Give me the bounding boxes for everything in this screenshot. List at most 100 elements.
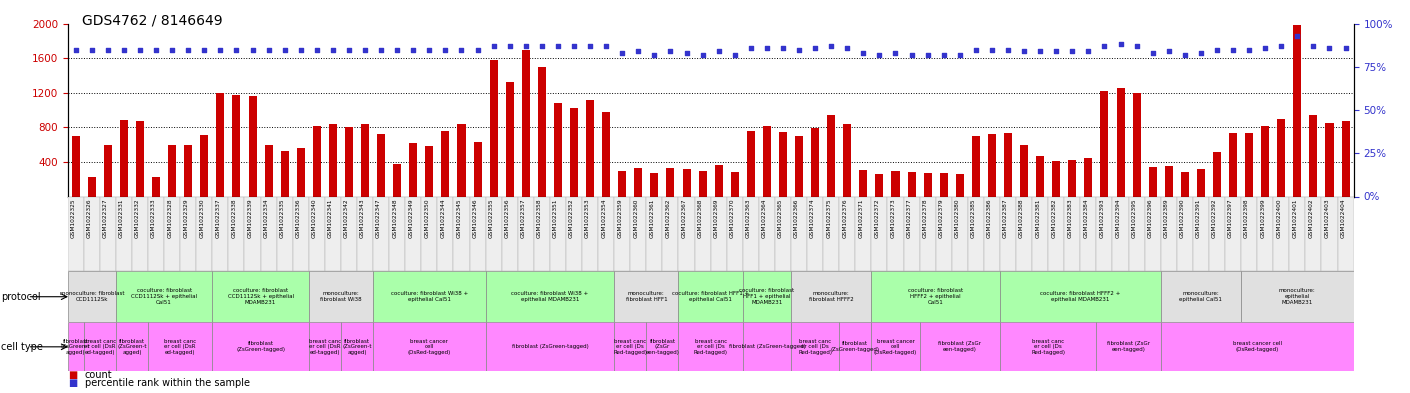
Bar bbox=[68, 196, 83, 271]
Point bbox=[434, 46, 457, 53]
Point bbox=[467, 46, 489, 53]
Text: coculture: fibroblast Wi38 +
epithelial Cal51: coculture: fibroblast Wi38 + epithelial … bbox=[391, 291, 468, 302]
Point bbox=[289, 46, 312, 53]
Bar bbox=[828, 115, 835, 196]
Point bbox=[595, 43, 618, 49]
Point bbox=[547, 43, 570, 49]
Bar bbox=[634, 168, 643, 196]
Bar bbox=[116, 322, 148, 371]
Bar bbox=[839, 322, 871, 371]
Text: GSM1022398: GSM1022398 bbox=[1244, 199, 1249, 239]
Text: GSM1022333: GSM1022333 bbox=[151, 199, 157, 239]
Point bbox=[980, 46, 1003, 53]
Text: monoculture:
fibroblast HFF1: monoculture: fibroblast HFF1 bbox=[626, 291, 667, 302]
Bar bbox=[135, 121, 144, 196]
Point bbox=[369, 46, 392, 53]
Bar bbox=[313, 127, 321, 196]
Bar bbox=[1306, 196, 1321, 271]
Point bbox=[1029, 48, 1052, 54]
Text: GSM1022337: GSM1022337 bbox=[216, 199, 220, 239]
Bar bbox=[876, 174, 884, 196]
Text: breast cancer
cell
(DsRed-tagged): breast cancer cell (DsRed-tagged) bbox=[407, 338, 451, 355]
Bar bbox=[213, 322, 309, 371]
Point bbox=[354, 46, 376, 53]
Bar bbox=[939, 173, 948, 196]
Bar bbox=[1241, 271, 1354, 322]
Bar bbox=[811, 128, 819, 196]
Text: coculture: fibroblast
HFFF2 + epithelial
Cal51: coculture: fibroblast HFFF2 + epithelial… bbox=[908, 288, 963, 305]
Bar bbox=[650, 173, 658, 196]
Point bbox=[1221, 46, 1245, 53]
Bar bbox=[248, 96, 257, 196]
Bar bbox=[213, 271, 309, 322]
Bar bbox=[1160, 196, 1177, 271]
Text: GSM1022380: GSM1022380 bbox=[955, 199, 960, 239]
Point bbox=[675, 50, 698, 56]
Text: GSM1022381: GSM1022381 bbox=[1035, 199, 1041, 238]
Text: GSM1022372: GSM1022372 bbox=[874, 199, 880, 239]
Bar bbox=[133, 196, 148, 271]
Point bbox=[1060, 48, 1083, 54]
Text: monoculture:
fibroblast HFFF2: monoculture: fibroblast HFFF2 bbox=[809, 291, 853, 302]
Bar bbox=[871, 196, 887, 271]
Text: cell type: cell type bbox=[1, 342, 44, 352]
Point bbox=[900, 51, 922, 58]
Text: GSM1022350: GSM1022350 bbox=[424, 199, 429, 239]
Bar bbox=[152, 176, 161, 196]
Bar bbox=[615, 322, 646, 371]
Bar bbox=[1208, 196, 1225, 271]
Point bbox=[1206, 46, 1228, 53]
Bar bbox=[405, 196, 422, 271]
Bar bbox=[646, 196, 663, 271]
Point bbox=[627, 48, 650, 54]
Bar bbox=[422, 196, 437, 271]
Text: coculture: fibroblast HFF1 +
epithelial Cal51: coculture: fibroblast HFF1 + epithelial … bbox=[673, 291, 749, 302]
Point bbox=[450, 46, 472, 53]
Text: fibroblast
(ZsGreen-t
agged): fibroblast (ZsGreen-t agged) bbox=[343, 338, 372, 355]
Bar bbox=[1325, 123, 1334, 196]
Point bbox=[949, 51, 971, 58]
Point bbox=[658, 48, 682, 54]
Bar bbox=[296, 148, 305, 196]
Text: GSM1022358: GSM1022358 bbox=[537, 199, 541, 239]
Bar bbox=[587, 100, 594, 196]
Text: GSM1022357: GSM1022357 bbox=[520, 199, 526, 239]
Bar bbox=[537, 67, 546, 196]
Text: GSM1022362: GSM1022362 bbox=[666, 199, 671, 238]
Point bbox=[852, 50, 874, 56]
Bar bbox=[329, 124, 337, 196]
Bar bbox=[1245, 133, 1253, 196]
Bar bbox=[1132, 93, 1141, 196]
Bar bbox=[856, 196, 871, 271]
Bar bbox=[1273, 196, 1289, 271]
Text: GSM1022392: GSM1022392 bbox=[1213, 199, 1217, 239]
Point bbox=[178, 46, 200, 53]
Bar bbox=[988, 134, 995, 196]
Text: fibroblast (ZsGr
een-tagged): fibroblast (ZsGr een-tagged) bbox=[1107, 342, 1151, 352]
Bar bbox=[244, 196, 261, 271]
Text: GSM1022383: GSM1022383 bbox=[1067, 199, 1072, 239]
Bar bbox=[615, 271, 678, 322]
Point bbox=[338, 46, 361, 53]
Bar bbox=[1277, 119, 1286, 196]
Text: GSM1022356: GSM1022356 bbox=[505, 199, 510, 238]
Point bbox=[869, 51, 891, 58]
Bar bbox=[698, 171, 706, 196]
Bar bbox=[1258, 196, 1273, 271]
Bar bbox=[618, 171, 626, 196]
Text: GSM1022388: GSM1022388 bbox=[1019, 199, 1024, 239]
Text: fibroblast (ZsGreen-tagged): fibroblast (ZsGreen-tagged) bbox=[729, 344, 805, 349]
Point bbox=[1125, 43, 1148, 49]
Bar bbox=[598, 196, 615, 271]
Point bbox=[1286, 33, 1308, 39]
Point bbox=[274, 46, 296, 53]
Point bbox=[708, 48, 730, 54]
Bar bbox=[1128, 196, 1145, 271]
Text: count: count bbox=[85, 370, 113, 380]
Point bbox=[482, 43, 505, 49]
Text: GSM1022331: GSM1022331 bbox=[118, 199, 124, 238]
Point bbox=[113, 46, 135, 53]
Point bbox=[1173, 51, 1196, 58]
Bar bbox=[891, 171, 900, 196]
Bar bbox=[185, 145, 192, 196]
